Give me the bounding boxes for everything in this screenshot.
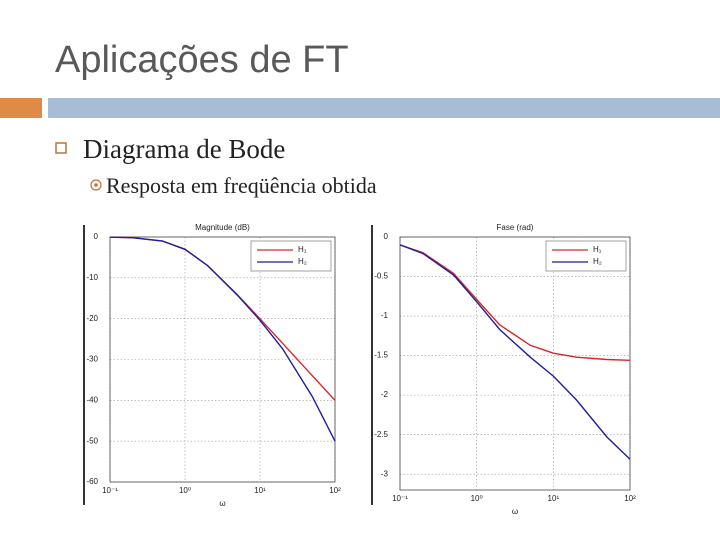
y-tick-label: 0 xyxy=(94,232,99,241)
x-tick-label: 10⁻¹ xyxy=(102,486,118,495)
legend-label: H₂ xyxy=(298,257,307,266)
bullet-text: Diagrama de Bode xyxy=(83,134,285,164)
y-tick-label: -0.5 xyxy=(374,272,388,281)
x-axis-label: ω xyxy=(512,507,518,516)
x-tick-label: 10¹ xyxy=(548,494,560,503)
x-tick-label: 10⁻¹ xyxy=(392,494,408,503)
y-tick-label: -60 xyxy=(86,477,98,486)
y-tick-label: -30 xyxy=(86,355,98,364)
legend-box xyxy=(545,240,627,272)
x-tick-label: 10⁰ xyxy=(471,494,483,503)
chart-title: Fase (rad) xyxy=(497,223,534,232)
x-tick-label: 10² xyxy=(329,486,341,495)
y-tick-label: 0 xyxy=(384,232,389,241)
legend-label: H₁ xyxy=(298,245,307,254)
x-tick-label: 10⁰ xyxy=(179,486,191,495)
x-tick-label: 10² xyxy=(624,494,636,503)
plot-frame xyxy=(399,236,631,491)
sub-bullet-icon xyxy=(90,179,102,191)
y-tick-label: -10 xyxy=(86,273,98,282)
data-line xyxy=(399,244,631,361)
x-tick-label: 10¹ xyxy=(254,486,266,495)
bullet-icon xyxy=(55,142,67,154)
sub-bullet-text: Resposta em freqüência obtida xyxy=(106,173,377,198)
data-line xyxy=(109,236,336,442)
data-line xyxy=(399,244,631,460)
y-tick-label: -2 xyxy=(381,390,389,399)
slide-title: Aplicações de FT xyxy=(55,39,349,81)
legend-label: H₂ xyxy=(593,257,602,266)
accent-bar xyxy=(0,98,42,118)
y-tick-label: -40 xyxy=(86,395,98,404)
x-axis-label: ω xyxy=(219,499,225,508)
legend-label: H₁ xyxy=(593,245,602,254)
y-tick-label: -1.5 xyxy=(374,351,388,360)
legend-box xyxy=(250,240,332,272)
sub-bullet-icon-dot xyxy=(94,183,98,187)
y-tick-label: -50 xyxy=(86,436,98,445)
y-tick-label: -3 xyxy=(381,469,389,478)
y-tick-label: -20 xyxy=(86,314,98,323)
y-tick-label: -2.5 xyxy=(374,430,388,439)
header-bar xyxy=(48,98,720,118)
chart-title: Magnitude (dB) xyxy=(195,223,250,232)
plot-frame xyxy=(109,236,336,483)
y-tick-label: -1 xyxy=(381,311,389,320)
